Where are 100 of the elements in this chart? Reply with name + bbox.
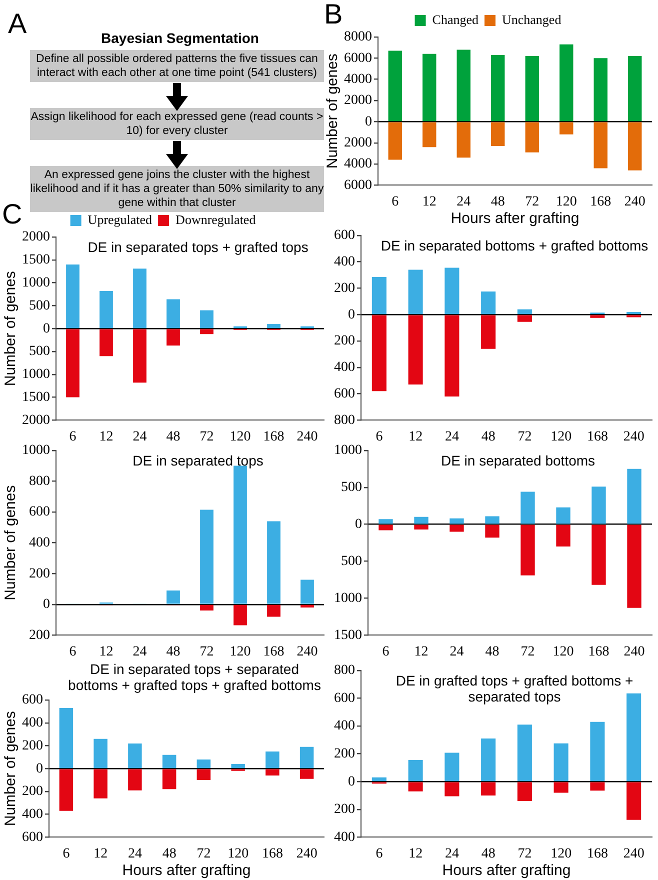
bar bbox=[200, 510, 214, 604]
y-tick-label: 8000 bbox=[344, 30, 372, 45]
bar bbox=[378, 524, 393, 530]
text: A bbox=[8, 8, 27, 40]
bar bbox=[456, 50, 470, 122]
bar bbox=[378, 519, 393, 524]
y-tick-label: 0 bbox=[36, 761, 43, 776]
bar bbox=[234, 605, 247, 626]
x-tick-label: 120 bbox=[230, 644, 251, 660]
chart-title: DE in separated tops + grafted tops bbox=[88, 238, 308, 255]
text: C bbox=[2, 198, 22, 230]
bar bbox=[481, 315, 496, 349]
y-tick-label: 0 bbox=[43, 321, 50, 336]
text: DE in grafted tops + grafted bottoms + separated tops bbox=[396, 672, 634, 704]
bar bbox=[59, 769, 74, 811]
y-tick-label: 500 bbox=[29, 344, 50, 360]
bar bbox=[166, 299, 180, 328]
bar bbox=[590, 782, 605, 791]
x-tick-label: 72 bbox=[520, 644, 535, 660]
bar bbox=[520, 492, 535, 524]
x-tick-label: 48 bbox=[490, 194, 505, 210]
text: Define all possible ordered patterns the five tissues can interact with each other at one time point (541 clusters) bbox=[30, 50, 324, 82]
y-tick-label: 1000 bbox=[334, 590, 362, 606]
bar bbox=[94, 769, 108, 798]
y-tick-label: 600 bbox=[29, 504, 50, 520]
x-axis-title: Hours after grafting bbox=[122, 862, 251, 880]
bar bbox=[520, 524, 535, 576]
x-tick-label: 168 bbox=[586, 429, 608, 444]
y-tick-label: 1000 bbox=[22, 275, 50, 290]
bar bbox=[590, 722, 605, 781]
y-tick-label: 1500 bbox=[334, 628, 362, 643]
y-tick-label: 1500 bbox=[22, 252, 50, 268]
x-tick-label: 240 bbox=[296, 644, 318, 660]
bar bbox=[133, 268, 146, 328]
y-tick-label: 200 bbox=[334, 746, 355, 762]
bar bbox=[266, 751, 280, 768]
bar bbox=[481, 292, 496, 314]
bar bbox=[388, 122, 402, 160]
x-tick-label: 168 bbox=[586, 846, 608, 862]
y-tick-label: 200 bbox=[334, 802, 355, 818]
bar bbox=[444, 315, 460, 396]
y-tick-label: 400 bbox=[334, 360, 355, 376]
legend-label: Changed bbox=[432, 12, 480, 27]
bar bbox=[414, 516, 428, 524]
bar bbox=[517, 315, 532, 322]
text: Assign likelihood for each expressed gene (read counts > 10) for every cluster bbox=[30, 108, 324, 140]
text: An expressed gene joins the cluster with the highest likelihood and if it has a greater than 50% similarity to any gene within that cluster bbox=[30, 166, 324, 212]
y-tick-label: 500 bbox=[29, 298, 50, 314]
y-axis-title: Number of genes bbox=[324, 54, 342, 169]
bar bbox=[372, 315, 386, 392]
bar bbox=[517, 309, 532, 314]
bar bbox=[456, 122, 470, 158]
bar bbox=[517, 782, 532, 802]
bar bbox=[628, 122, 642, 170]
x-tick-label: 240 bbox=[623, 846, 644, 862]
y-tick-label: 600 bbox=[334, 228, 355, 244]
x-tick-label: 120 bbox=[550, 846, 572, 862]
x-tick-label: 72 bbox=[200, 429, 214, 444]
y-tick-label: 2000 bbox=[344, 93, 372, 108]
y-tick-label: 400 bbox=[22, 807, 43, 822]
y-tick-label: 200 bbox=[334, 334, 355, 349]
bar bbox=[481, 738, 496, 781]
y-tick-label: 200 bbox=[22, 784, 43, 800]
bar bbox=[560, 44, 574, 122]
bar bbox=[592, 524, 606, 585]
bar bbox=[372, 276, 386, 314]
bar bbox=[627, 524, 642, 608]
legend-label: Unchanged bbox=[502, 12, 562, 27]
y-tick-label: 4000 bbox=[344, 156, 372, 172]
x-tick-label: 24 bbox=[456, 194, 471, 210]
y-tick-label: 0 bbox=[348, 307, 355, 322]
x-tick-label: 240 bbox=[296, 846, 318, 862]
y-tick-label: 500 bbox=[341, 480, 362, 496]
bar bbox=[626, 782, 642, 820]
y-tick-label: 0 bbox=[43, 597, 50, 612]
bar bbox=[491, 122, 505, 146]
y-tick-label: 0 bbox=[355, 516, 362, 532]
bar bbox=[517, 724, 532, 781]
bar bbox=[100, 329, 113, 356]
y-axis-title: Number of genes bbox=[2, 271, 20, 386]
x-tick-label: 72 bbox=[518, 846, 532, 862]
bar bbox=[560, 122, 574, 134]
y-tick-label: 1000 bbox=[22, 443, 50, 458]
bar bbox=[300, 580, 314, 604]
bar bbox=[554, 782, 568, 793]
x-tick-label: 168 bbox=[263, 644, 284, 660]
y-tick-label: 2000 bbox=[344, 136, 372, 151]
bar bbox=[556, 524, 570, 546]
x-tick-label: 72 bbox=[196, 846, 211, 862]
y-tick-label: 0 bbox=[365, 114, 372, 130]
bar bbox=[556, 507, 570, 524]
bar bbox=[166, 590, 180, 604]
bar bbox=[162, 769, 176, 790]
bar bbox=[200, 310, 214, 328]
bar bbox=[590, 315, 605, 318]
bar bbox=[267, 605, 280, 617]
y-tick-label: 6000 bbox=[344, 178, 372, 193]
x-tick-label: 12 bbox=[422, 194, 436, 210]
x-tick-label: 24 bbox=[444, 429, 459, 444]
chart-title: DE in separated tops + separated bottoms + grafted tops + grafted bottoms bbox=[68, 660, 321, 693]
